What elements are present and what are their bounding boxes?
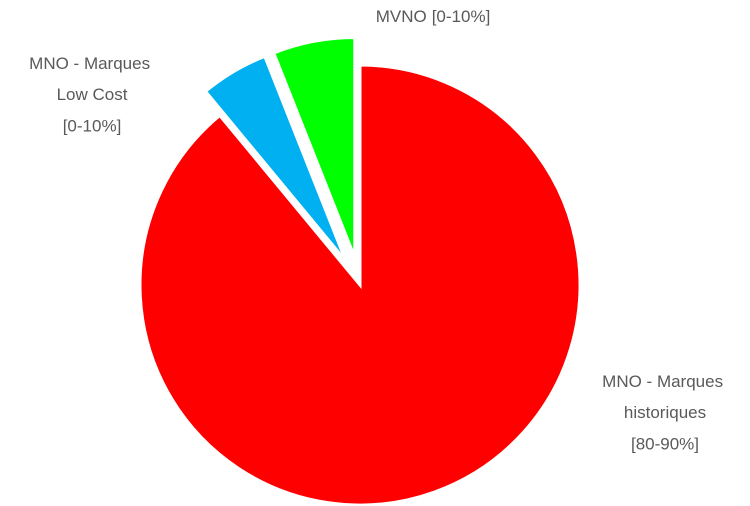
pie-slice bbox=[203, 54, 348, 262]
category-label: MVNO bbox=[376, 7, 427, 26]
value-label: [0-10%] bbox=[63, 116, 122, 135]
category-label: MNO - Marques historiques bbox=[602, 372, 728, 422]
slice-label: MVNO [0-10%] bbox=[376, 7, 491, 26]
pie-slice bbox=[138, 63, 582, 506]
pie-slice bbox=[271, 35, 357, 259]
value-label: [80-90%] bbox=[631, 434, 699, 453]
category-label: MNO - Marques Low Cost bbox=[29, 54, 155, 104]
value-label: [0-10%] bbox=[432, 7, 491, 26]
